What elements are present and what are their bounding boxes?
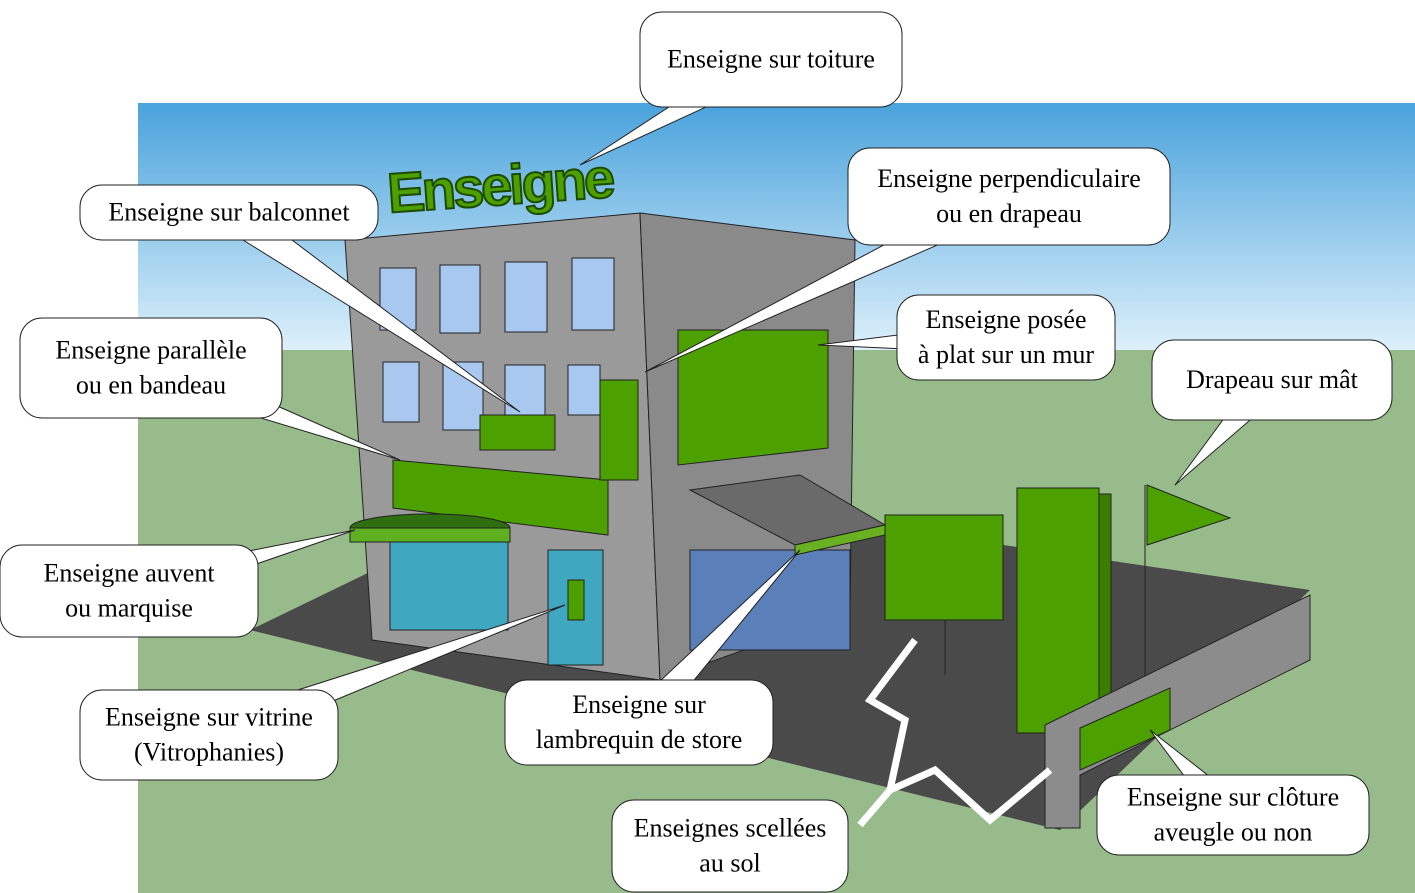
callout-text: Enseigne sur xyxy=(572,690,706,719)
illustration: Enseigne Enseigne sur toitureEnseigne su… xyxy=(0,0,1415,893)
callout-text: Enseignes scellées xyxy=(634,813,827,842)
callout-text: ou marquise xyxy=(65,593,193,622)
callout-text: lambrequin de store xyxy=(536,725,743,754)
balcony-sign xyxy=(480,415,555,450)
callout-text: Enseigne sur clôture xyxy=(1127,782,1339,811)
shop-window xyxy=(390,540,508,630)
callout-text: Enseigne sur vitrine xyxy=(105,702,313,731)
callout-text: Enseigne perpendiculaire xyxy=(877,164,1141,193)
callout-text: Enseigne auvent xyxy=(43,558,215,587)
marquee-edge xyxy=(350,528,510,542)
callout-text: Enseigne sur toiture xyxy=(667,44,875,73)
callout-text: aveugle ou non xyxy=(1154,817,1313,846)
callout: Enseignes scellées au sol xyxy=(612,800,848,892)
ground-sign-1 xyxy=(885,515,1003,620)
window-sign xyxy=(568,580,584,620)
callout-text: ou en bandeau xyxy=(76,370,226,399)
callout-text: Enseigne sur balconnet xyxy=(108,197,350,226)
callout-text: Enseigne posée xyxy=(925,305,1086,334)
callout-text: (Vitrophanies) xyxy=(134,737,284,766)
callout-text: à plat sur un mur xyxy=(918,340,1095,369)
callout-text: au sol xyxy=(699,848,760,877)
flag-sign xyxy=(600,380,638,480)
wall-sign xyxy=(678,330,828,465)
callout-text: Enseigne parallèle xyxy=(55,335,246,364)
totem xyxy=(1017,488,1099,733)
callout-text: ou en drapeau xyxy=(936,199,1082,228)
callout-text: Drapeau sur mât xyxy=(1186,365,1359,394)
